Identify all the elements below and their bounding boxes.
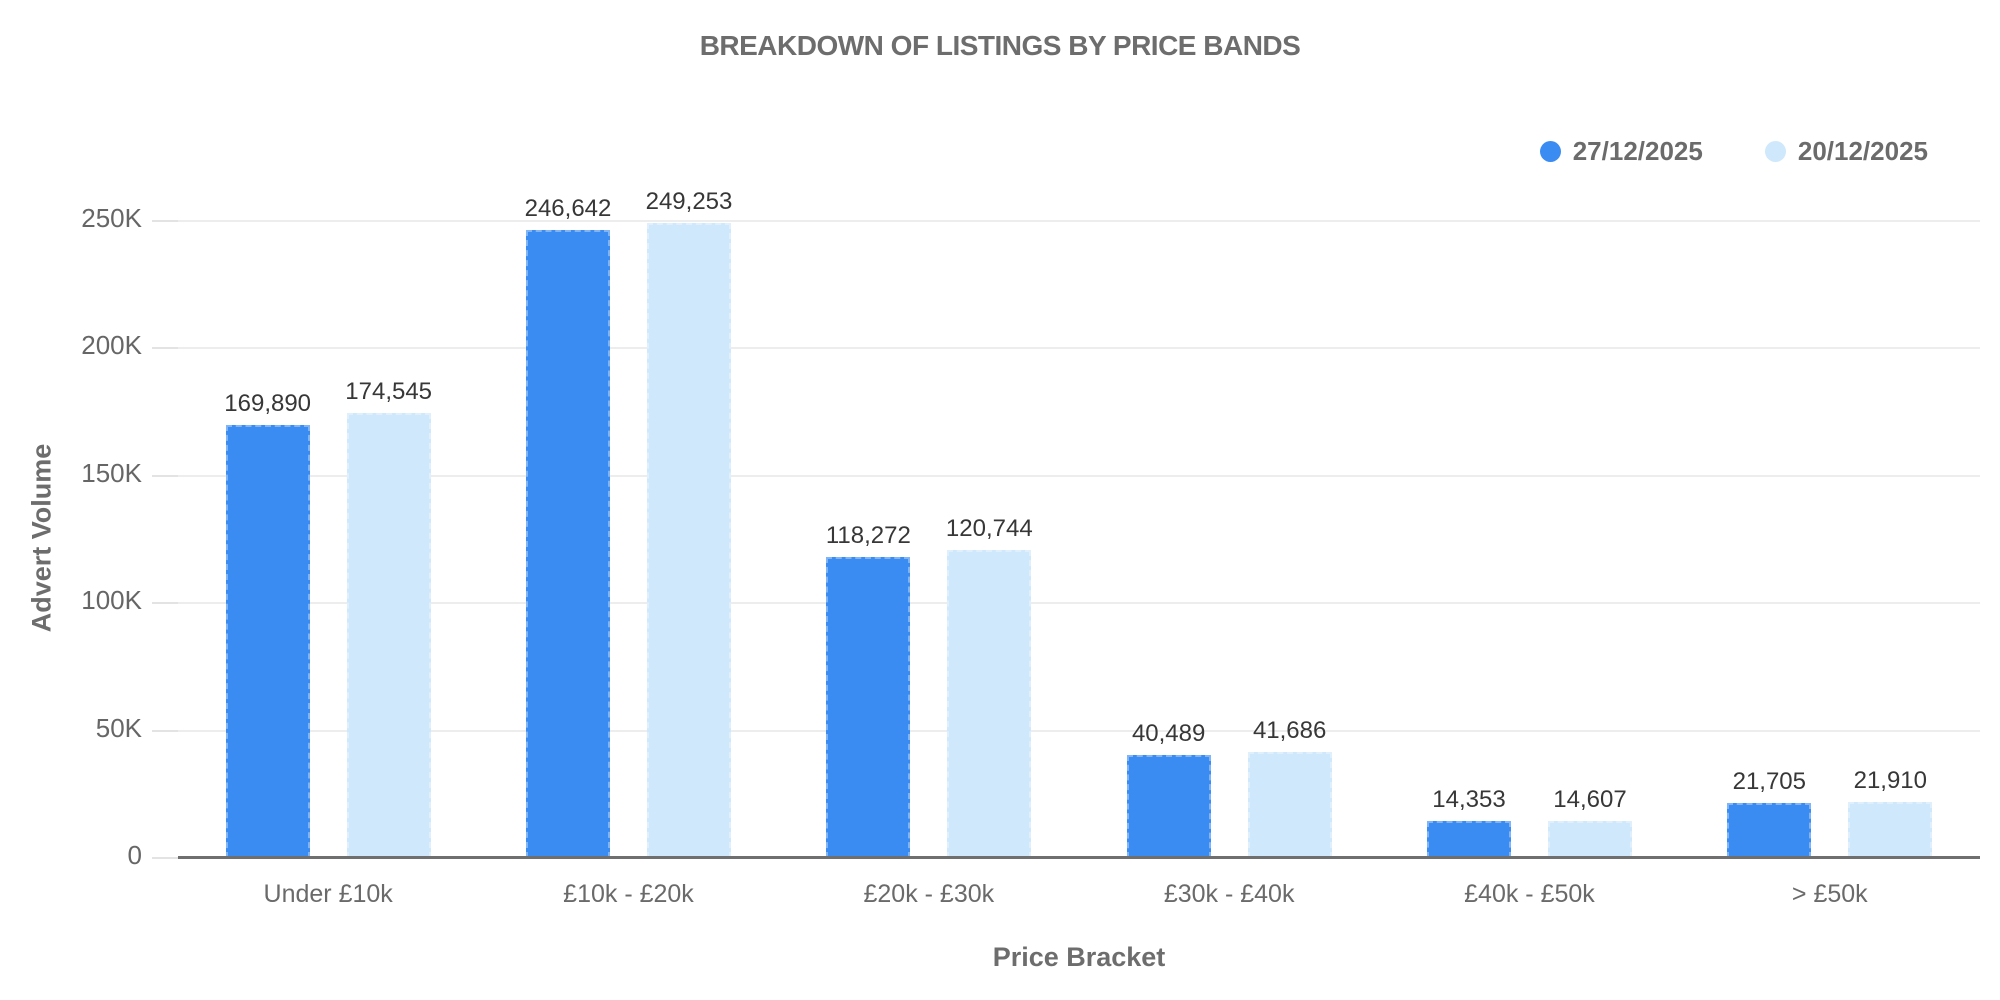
category-label: £30k - £40k	[1163, 880, 1295, 908]
bar-groups: 169,890 174,545 Under £10k 246,642 249,253 £1…	[178, 160, 1980, 908]
y-tick-label: 150K	[81, 457, 142, 488]
bar[interactable]: 14,607	[1547, 786, 1632, 858]
y-axis-tick	[152, 602, 178, 605]
bar[interactable]: 40,489	[1126, 720, 1211, 858]
legend-item-series-1[interactable]: 27/12/2025	[1539, 136, 1703, 167]
y-tick-label: 0	[127, 840, 142, 870]
gridline	[178, 347, 1980, 350]
legend-label: 20/12/2025	[1797, 136, 1928, 166]
bar-value-label: 246,642	[524, 194, 612, 222]
legend-label: 27/12/2025	[1572, 136, 1703, 166]
bar-value-label: 21,705	[1732, 767, 1806, 795]
y-axis-title: Advert Volume	[26, 443, 57, 633]
category-label: > £50k	[1791, 880, 1868, 908]
y-tick-label: 100K	[81, 585, 142, 616]
gridline	[178, 220, 1980, 222]
y-axis-tick	[152, 857, 178, 859]
bar[interactable]: 246,642	[525, 195, 611, 858]
bar-value-label: 40,489	[1131, 719, 1206, 747]
bar[interactable]: 21,705	[1727, 768, 1812, 858]
y-axis-tick	[152, 220, 178, 222]
bar[interactable]: 249,253	[646, 188, 732, 858]
bar[interactable]: 118,272	[826, 522, 911, 858]
y-tick-label: 250K	[81, 203, 142, 233]
bar[interactable]: 174,545	[345, 378, 432, 858]
category-label: £10k - £20k	[563, 880, 694, 908]
bar-group: 14,353 14,607 £40k - £50k	[1379, 160, 1679, 908]
plot-area: Advert Volume 169,890 174,545 Under £10k 24…	[27, 160, 1980, 972]
bar[interactable]: 169,890	[224, 390, 311, 858]
gridline	[178, 602, 1980, 605]
category-label: £40k - £50k	[1464, 880, 1595, 908]
gridline	[178, 729, 1980, 732]
bar[interactable]: 21,910	[1848, 767, 1933, 858]
bar-group: 118,272 120,744 £20k - £30k	[779, 160, 1079, 908]
bar-group: 246,642 249,253 £10k - £20k	[478, 160, 778, 908]
bar-value-label: 14,607	[1553, 785, 1627, 813]
x-axis-line	[178, 856, 1980, 859]
legend-item-series-2[interactable]: 20/12/2025	[1764, 136, 1928, 167]
y-axis-tick	[152, 474, 178, 477]
bar[interactable]: 41,686	[1247, 717, 1332, 858]
bar[interactable]: 14,353	[1426, 786, 1511, 858]
bar-value-label: 120,744	[945, 515, 1033, 543]
bar-value-label: 118,272	[825, 521, 911, 549]
y-axis-tick	[152, 347, 178, 350]
bar-value-label: 169,890	[224, 390, 312, 418]
bar[interactable]: 120,744	[946, 515, 1033, 858]
chart-title: BREAKDOWN OF LISTINGS BY PRICE BANDS	[699, 30, 1301, 61]
gridline	[178, 474, 1980, 477]
legend-dot-icon	[1539, 141, 1561, 162]
bar-group: 40,489 41,686 £30k - £40k	[1079, 160, 1379, 908]
y-axis-tick	[152, 729, 178, 732]
category-label: £20k - £30k	[863, 880, 995, 908]
legend: 27/12/2025 20/12/2025	[1539, 136, 1928, 167]
bar-value-label: 174,545	[345, 378, 433, 406]
y-tick-label: 50K	[95, 712, 142, 743]
category-label: Under £10k	[263, 880, 393, 908]
bar-group: 21,705 21,910 > £50k	[1680, 160, 1980, 908]
x-axis-title: Price Bracket	[992, 942, 1166, 972]
bar-value-label: 249,253	[645, 187, 733, 215]
bar-value-label: 14,353	[1432, 786, 1506, 814]
bar-value-label: 41,686	[1252, 716, 1327, 744]
y-tick-label: 200K	[81, 330, 142, 361]
bar-group: 169,890 174,545 Under £10k	[178, 160, 478, 908]
legend-dot-icon	[1764, 141, 1786, 162]
bar-value-label: 21,910	[1853, 767, 1927, 795]
